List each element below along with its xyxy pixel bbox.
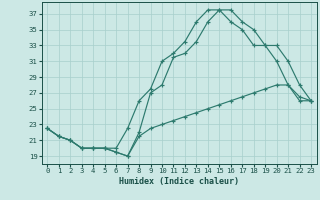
X-axis label: Humidex (Indice chaleur): Humidex (Indice chaleur) <box>119 177 239 186</box>
